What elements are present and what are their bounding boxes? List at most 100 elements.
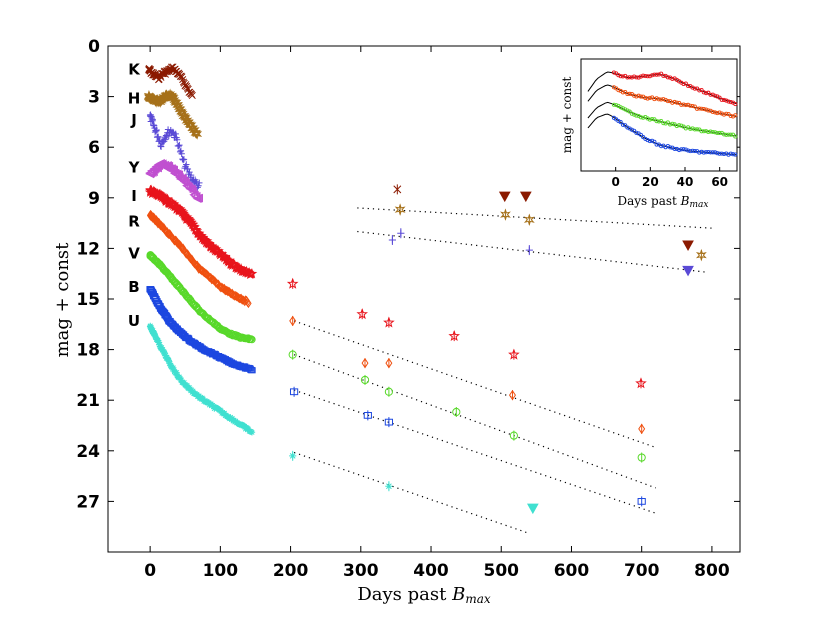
point-u-early-glyph [170, 366, 178, 373]
inset-point-b [686, 148, 691, 153]
inset-point-i [650, 73, 655, 78]
inset-point-i [661, 73, 666, 78]
x-tick-label: 700 [624, 561, 660, 581]
inset-point-v [690, 126, 695, 131]
inset-point-b [690, 148, 695, 153]
point-j-early [178, 150, 185, 157]
x-tick-label: 400 [413, 561, 449, 581]
inset-point-v [717, 130, 722, 136]
data-marks [143, 63, 707, 507]
inset-point-r [670, 100, 675, 105]
inset-point-b [730, 152, 736, 157]
point-j-early-glyph [153, 126, 160, 134]
point-i-early-glyph [186, 217, 197, 228]
point-j-early [183, 161, 190, 168]
inset-point-i [611, 70, 616, 75]
inset-point-i [708, 92, 713, 97]
point-i-late [356, 308, 369, 320]
inset-point-r [636, 93, 641, 98]
inset-point-v [724, 132, 729, 137]
inset-point-v [674, 123, 679, 129]
inset-point-v [721, 132, 727, 137]
inset-point-b [634, 130, 639, 135]
inset-point-b [668, 145, 673, 150]
inset-point-v [665, 120, 670, 125]
point-u-early [161, 349, 168, 357]
point-j-early [155, 133, 162, 141]
inset-point-r [656, 97, 661, 102]
inset-point-b [692, 148, 697, 154]
inset-point-r [686, 102, 691, 107]
inset-point-r [645, 96, 650, 101]
point-j-early [149, 116, 156, 123]
band-label-i: I [131, 187, 137, 205]
inset-point-v [701, 129, 706, 134]
point-j-early [157, 143, 165, 150]
inset-point-i [654, 72, 659, 77]
inset-point-v [695, 127, 700, 132]
inset-point-b [659, 144, 664, 149]
point-j-early [184, 165, 192, 173]
inset-point-r [706, 108, 711, 113]
y-tick-label: 27 [76, 492, 100, 512]
inset-point-i [704, 91, 709, 96]
x-tick-label: 200 [273, 561, 309, 581]
point-v-early-glyph [248, 335, 256, 344]
point-r-late [508, 389, 516, 401]
upper-limit-k [498, 191, 511, 203]
inset-point-v [634, 113, 639, 118]
point-j-early [176, 141, 183, 149]
inset-point-v [728, 132, 733, 137]
fit-line-r [293, 320, 656, 448]
point-j-early-glyph [192, 178, 200, 185]
point-i-early [246, 268, 258, 279]
inset-point-i [627, 75, 632, 80]
point-j-early [196, 179, 203, 187]
inset-point-i [629, 75, 634, 80]
inset-point-b [708, 150, 713, 155]
inset-point-b [618, 120, 623, 125]
inset-point-b [645, 138, 650, 143]
point-u-early-glyph [155, 339, 163, 346]
inset-point-v [733, 134, 738, 139]
inset-point-b [647, 139, 652, 144]
point-u-early [189, 387, 197, 395]
point-u-early [163, 354, 171, 361]
inset-data-marks [611, 70, 738, 157]
point-k-early-glyph [178, 73, 186, 81]
inset-x-axis-label: Days past Bmax [618, 194, 709, 210]
point-v-late [509, 430, 518, 441]
y-tick-label: 15 [76, 290, 100, 310]
band-label-k: K [128, 61, 141, 79]
point-r-early-glyph [214, 279, 221, 290]
inset-point-b [625, 125, 630, 130]
point-j-early [162, 136, 169, 143]
inset-point-r [616, 88, 621, 93]
point-u-early [170, 366, 178, 373]
point-j-early-glyph [195, 182, 202, 189]
point-j-early [179, 156, 187, 164]
band-label-u: U [128, 312, 140, 330]
inset-point-i [659, 71, 664, 76]
point-h-late [695, 248, 707, 262]
inset-point-i [733, 101, 738, 107]
inset-point-b [699, 149, 704, 154]
main-plot: 0 100 200 300 400 500 600 700 800 03691215182124… [52, 37, 741, 606]
inset-point-r [721, 112, 727, 117]
inset-point-v [627, 109, 632, 114]
inset-point-b [704, 150, 709, 155]
point-j-early-glyph [172, 130, 179, 138]
inset-point-i [712, 93, 718, 98]
inset-point-b [629, 127, 634, 132]
inset-point-i [726, 99, 731, 104]
point-j-early-glyph [157, 142, 164, 150]
point-i-early-glyph [191, 225, 203, 236]
y-tick-label: 9 [88, 189, 100, 209]
point-b-late [384, 417, 393, 428]
x-tick-label: 100 [203, 561, 239, 581]
point-i-early [186, 217, 197, 228]
inset-point-i [681, 81, 686, 87]
inset-point-i [641, 73, 646, 78]
point-k-late [393, 184, 402, 195]
inset-y-axis-label: mag + const [560, 77, 574, 154]
